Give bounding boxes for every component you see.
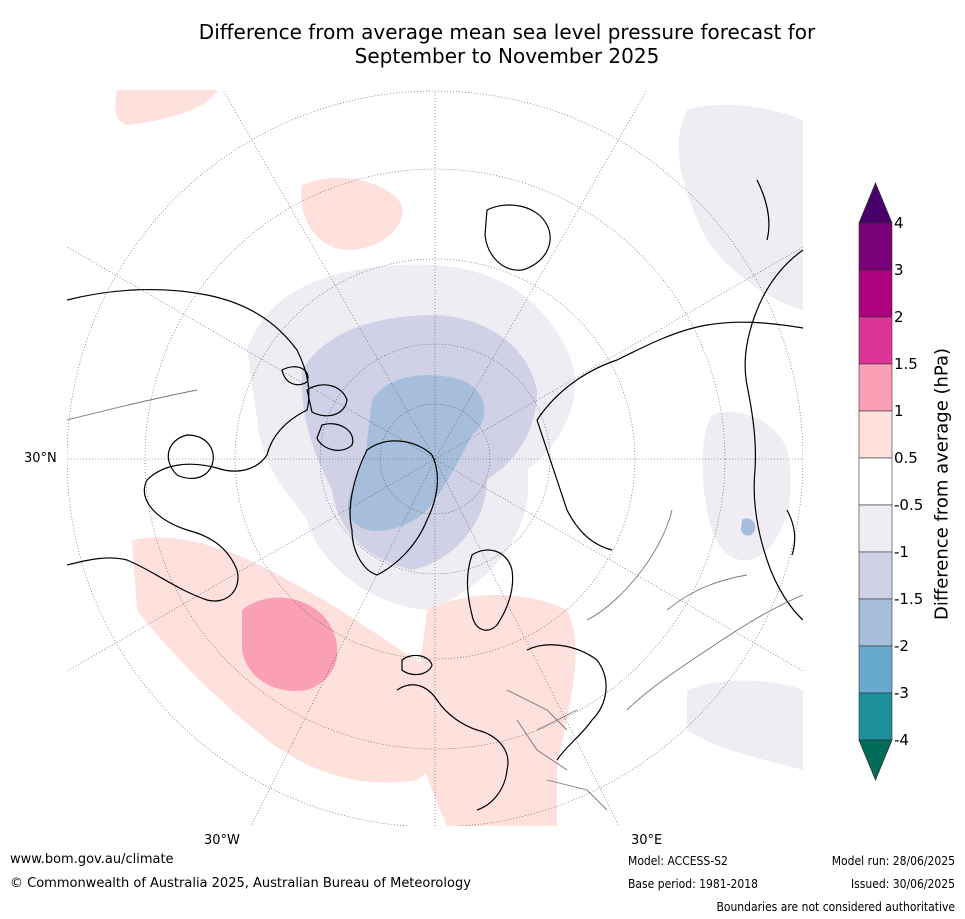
coastline-eurasia-north (536, 321, 803, 551)
latitude-circle-60 (234, 258, 636, 660)
colorbar-extend-high (858, 181, 893, 224)
lat-label-30n: 30°N (24, 451, 57, 466)
colorbar-bin (858, 316, 893, 365)
colorbar-title: Difference from average (hPa) (931, 347, 953, 621)
colorbar-tick-label: -1.5 (894, 590, 923, 608)
coastline-alaska (484, 204, 551, 271)
coastline-europe (396, 644, 607, 811)
meridian-150e (434, 90, 648, 460)
footer-copyright: © Commonwealth of Australia 2025, Austra… (10, 876, 471, 891)
coastline-canadian-archipelago (281, 366, 354, 451)
colorbar-tick-label: 0.5 (894, 449, 918, 467)
colorbar-bin (858, 504, 893, 553)
colorbar-extend-low (858, 739, 893, 782)
footer-base-period: Base period: 1981-2018 (628, 877, 759, 891)
colorbar-tick-label: -2 (894, 637, 909, 655)
coastline-scandinavia (466, 549, 514, 631)
region-europe-mediterranean (414, 595, 576, 826)
colorbar-bin (858, 410, 893, 459)
lon-label-30w: 30°W (204, 833, 240, 848)
colorbar-tick-label: 1 (894, 402, 904, 420)
colorbar-bin (858, 363, 893, 412)
region-mid-atlantic-core (242, 597, 338, 691)
colorbar-bin (858, 457, 893, 506)
border-china-mongolia (666, 574, 748, 611)
footer-disclaimer: Boundaries are not considered authoritat… (716, 900, 955, 914)
colorbar-tick-label: 1.5 (894, 355, 918, 373)
colorbar-bin (858, 598, 893, 647)
colorbar: 4 3 2 1.5 1 0.5 -0.5 -1 -1.5 -2 -3 -4 (858, 181, 923, 782)
border-russia-south (626, 594, 803, 711)
country-borders (67, 389, 803, 811)
title-line-1: Difference from average mean sea level p… (198, 20, 816, 44)
colorbar-tick-label: -4 (894, 731, 909, 749)
border-russia-west (586, 509, 673, 621)
colorbar-bin (858, 645, 893, 694)
meridian-30w (250, 458, 436, 826)
region-north-pacific (301, 177, 403, 250)
footer-model-run: Model run: 28/06/2025 (831, 854, 955, 868)
region-north-pacific-corner (115, 90, 217, 125)
coastline-east-asia (744, 249, 803, 621)
map-panel (67, 90, 803, 826)
colorbar-bin (858, 692, 893, 741)
colorbar-tick-label: -3 (894, 684, 909, 702)
meridian-150w (222, 90, 436, 460)
region-east-pacific-band (687, 680, 803, 770)
colorbar-bin (858, 269, 893, 318)
coastline-north-america (67, 288, 310, 602)
region-east-asia (702, 411, 791, 561)
colorbar-tick-label: -0.5 (894, 496, 923, 514)
region-east-asia-spot (741, 518, 756, 536)
colorbar-bin (858, 551, 893, 600)
coastlines (67, 179, 803, 811)
colorbar-ticks: 4 3 2 1.5 1 0.5 -0.5 -1 -1.5 -2 -3 -4 (894, 214, 923, 749)
coastline-greenland (349, 440, 438, 576)
colorbar-bins (858, 222, 893, 741)
colorbar-tick-label: 2 (894, 308, 904, 326)
title-line-2: September to November 2025 (354, 44, 660, 68)
coastline-japan-kamchatka (756, 179, 796, 556)
region-central-arctic-greenland (347, 375, 485, 531)
map-svg (67, 90, 803, 826)
coastline-hudson-bay (167, 434, 214, 479)
lon-label-30e: 30°E (631, 833, 663, 848)
colorbar-tick-label: -1 (894, 543, 909, 561)
meridian-30e (434, 458, 620, 826)
region-east-asia-2 (678, 104, 803, 310)
colorbar-bin (858, 222, 893, 271)
footer-model: Model: ACCESS-S2 (628, 854, 728, 868)
border-canada-usa (67, 389, 198, 421)
colorbar-tick-label: 3 (894, 261, 904, 279)
footer-issued: Issued: 30/06/2025 (850, 877, 955, 891)
coastline-iceland (401, 654, 433, 676)
colorbar-tick-label: 4 (894, 214, 904, 232)
anomaly-fields (115, 90, 803, 826)
latitude-circle-45 (144, 168, 726, 750)
map-title: Difference from average mean sea level p… (0, 20, 965, 68)
footer-url[interactable]: www.bom.gov.au/climate (10, 852, 174, 867)
border-europe-grid (506, 689, 608, 811)
